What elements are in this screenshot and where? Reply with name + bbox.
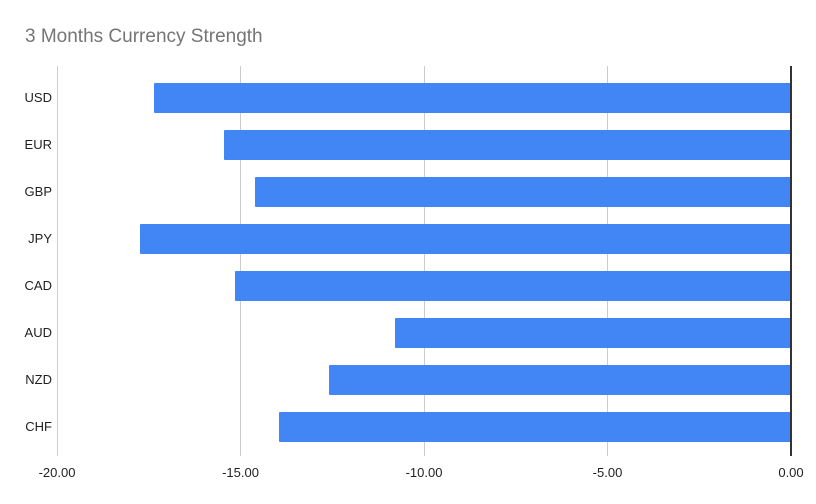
bar-jpy[interactable] — [139, 224, 791, 255]
x-axis-label-0.00: 0.00 — [778, 465, 804, 480]
y-axis-label-nzd: NZD — [25, 372, 52, 388]
chart-title: 3 Months Currency Strength — [25, 26, 263, 47]
bar-nzd[interactable] — [328, 365, 791, 396]
gridline — [240, 66, 241, 456]
gridline — [607, 66, 608, 456]
plot-area — [56, 66, 792, 456]
y-axis-label-aud: AUD — [24, 325, 52, 341]
y-axis-label-chf: CHF — [25, 419, 52, 435]
x-axis-label--20.00: -20.00 — [38, 465, 76, 480]
y-axis-label-jpy: JPY — [28, 231, 52, 247]
y-axis-label-usd: USD — [24, 90, 52, 105]
y-axis-label-cad: CAD — [24, 278, 52, 294]
bar-chf[interactable] — [279, 412, 791, 443]
gridline — [56, 66, 58, 456]
y-axis-label-gbp: GBP — [24, 184, 52, 200]
zero-axis-line — [789, 66, 792, 456]
x-axis-label--15.00: -15.00 — [222, 465, 259, 480]
x-axis-label--10.00: -10.00 — [405, 465, 443, 480]
bar-usd[interactable] — [154, 83, 791, 113]
gridline — [423, 66, 425, 456]
bar-aud[interactable] — [394, 318, 791, 349]
y-axis-label-eur: EUR — [24, 137, 52, 153]
bar-cad[interactable] — [234, 271, 791, 302]
bar-eur[interactable] — [223, 130, 791, 161]
x-axis-label--5.00: -5.00 — [592, 465, 623, 480]
bar-gbp[interactable] — [255, 177, 791, 208]
